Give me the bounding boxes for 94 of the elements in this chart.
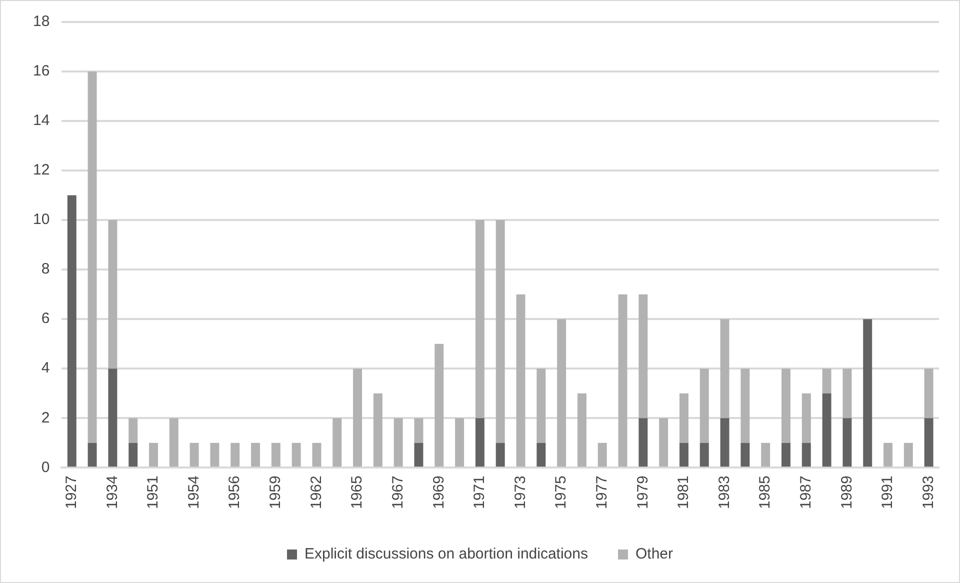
bar xyxy=(88,72,97,443)
x-tick-label: 1971 xyxy=(471,476,488,510)
x-tick-label: 1967 xyxy=(389,476,406,510)
bar xyxy=(149,442,158,467)
x-tick-label: 1962 xyxy=(308,476,325,510)
bar xyxy=(332,418,342,467)
bar xyxy=(128,418,138,443)
bar xyxy=(720,418,730,467)
bar xyxy=(842,368,852,418)
x-tick-label: 1975 xyxy=(552,476,570,510)
x-tick-label: 1954 xyxy=(185,476,202,510)
bar xyxy=(781,442,790,467)
bar xyxy=(414,418,424,443)
x-tick-label: 1987 xyxy=(798,476,815,510)
y-tick-label: 8 xyxy=(41,260,50,278)
bar xyxy=(700,368,709,443)
x-tick-label: 1934 xyxy=(104,476,121,510)
bar xyxy=(577,393,586,467)
x-tick-label: 1991 xyxy=(879,476,896,510)
bar xyxy=(353,368,362,467)
bar xyxy=(557,319,566,467)
bar xyxy=(108,368,118,467)
bar xyxy=(475,220,484,418)
x-tick-label: 1951 xyxy=(144,476,162,510)
bar xyxy=(88,442,97,467)
bar xyxy=(394,418,403,467)
bar xyxy=(536,368,546,443)
bar xyxy=(271,442,280,467)
legend-label: Other xyxy=(635,546,674,563)
bar xyxy=(496,442,505,467)
bar xyxy=(67,195,76,467)
bar xyxy=(802,442,811,467)
bar xyxy=(822,393,832,467)
bar xyxy=(924,418,934,467)
x-tick-label: 1983 xyxy=(716,476,733,510)
bar xyxy=(455,418,464,467)
x-tick-label: 1985 xyxy=(756,476,774,510)
bar xyxy=(638,294,648,418)
bar xyxy=(679,442,688,467)
bar xyxy=(740,442,750,467)
bar xyxy=(618,294,628,467)
x-tick-label: 1969 xyxy=(430,476,448,510)
bar xyxy=(434,344,444,467)
bar xyxy=(659,418,668,467)
legend-label: Explicit discussions on abortion indications xyxy=(304,546,588,563)
bar xyxy=(128,442,138,467)
bar xyxy=(863,319,872,467)
bar xyxy=(190,442,199,467)
y-tick-label: 12 xyxy=(32,162,50,179)
bar xyxy=(761,442,770,467)
bar xyxy=(700,442,709,467)
bar xyxy=(312,442,322,467)
bar xyxy=(822,368,832,394)
bar xyxy=(740,368,750,443)
bar xyxy=(496,220,505,443)
bar xyxy=(108,220,118,369)
bar xyxy=(720,319,730,418)
bar xyxy=(598,442,607,467)
x-tick-label: 1927 xyxy=(63,476,80,510)
bar xyxy=(414,442,424,467)
x-tick-label: 1979 xyxy=(634,476,652,510)
y-tick-label: 14 xyxy=(32,112,50,130)
bar xyxy=(679,393,688,443)
y-tick-label: 16 xyxy=(32,62,50,80)
bar xyxy=(536,442,546,467)
bar xyxy=(516,294,526,467)
x-tick-label: 1977 xyxy=(593,476,610,510)
bar xyxy=(884,442,892,467)
bar xyxy=(169,418,178,467)
x-tick-label: 1956 xyxy=(226,476,244,510)
bar xyxy=(292,442,301,467)
bar xyxy=(802,393,811,443)
bar xyxy=(251,442,260,467)
bar xyxy=(842,418,852,467)
x-tick-label: 1981 xyxy=(675,476,692,510)
y-tick-label: 2 xyxy=(41,409,50,426)
x-tick-label: 1959 xyxy=(267,476,284,510)
bar xyxy=(230,442,240,467)
x-tick-label: 1973 xyxy=(512,476,529,510)
bar xyxy=(781,368,790,443)
y-tick-label: 6 xyxy=(41,310,50,328)
y-tick-label: 0 xyxy=(41,458,50,476)
y-tick-label: 10 xyxy=(32,211,50,228)
y-tick-label: 4 xyxy=(41,360,50,377)
bar xyxy=(638,418,648,467)
y-tick-label: 18 xyxy=(32,13,50,30)
x-tick-label: 1989 xyxy=(838,476,856,510)
bar xyxy=(904,442,913,467)
bar xyxy=(373,393,382,467)
bar xyxy=(210,442,220,467)
bar xyxy=(475,418,484,467)
x-tick-label: 1993 xyxy=(920,476,937,510)
x-tick-label: 1965 xyxy=(348,476,366,510)
bar xyxy=(924,368,934,418)
